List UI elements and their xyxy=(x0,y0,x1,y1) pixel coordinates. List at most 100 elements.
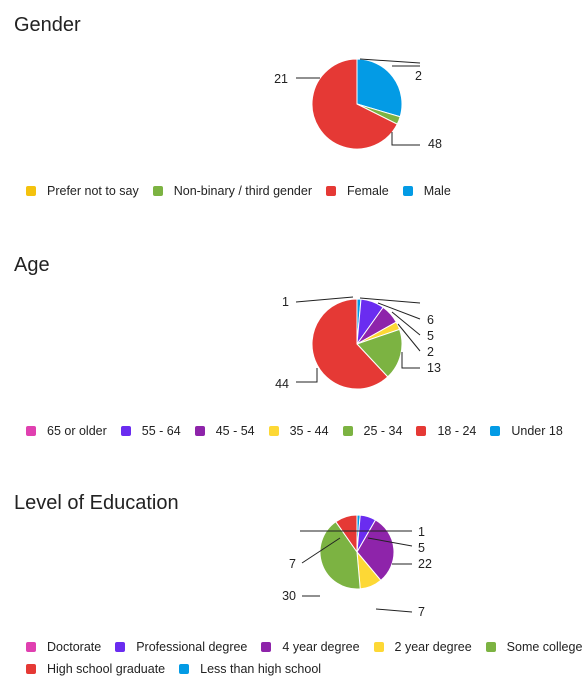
legend-swatch xyxy=(120,426,131,436)
legend-label: Non-binary / third gender xyxy=(173,184,312,198)
pie-slice-female xyxy=(311,58,398,150)
legend-swatch xyxy=(268,426,279,436)
leader-line-professional-degree xyxy=(367,537,413,547)
legend-label: 35 - 44 xyxy=(289,424,329,438)
leader-line-extra xyxy=(359,297,421,304)
legend-item-high-school-graduate[interactable]: High school graduate xyxy=(26,662,165,676)
legend-item-female[interactable]: Female xyxy=(326,184,389,198)
data-label-some-college: 30 xyxy=(282,589,296,603)
legend-item-doctorate[interactable]: Doctorate xyxy=(26,640,101,654)
chart-title-age: Age xyxy=(14,254,50,276)
legend-item-2-year-degree[interactable]: 2 year degree xyxy=(373,640,472,654)
legend-label: Professional degree xyxy=(136,640,248,654)
data-label-18-24: 44 xyxy=(275,377,289,391)
legend-item-45-54[interactable]: 45 - 54 xyxy=(194,424,255,438)
leader-line-18-24 xyxy=(296,368,318,383)
gender-legend: Prefer not to say Non-binary / third gend… xyxy=(26,180,465,202)
legend-item-25-34[interactable]: 25 - 34 xyxy=(342,424,403,438)
legend-label: 25 - 34 xyxy=(363,424,403,438)
leader-line-55-64 xyxy=(377,302,421,320)
legend-label: Doctorate xyxy=(47,640,102,654)
legend-swatch xyxy=(416,426,427,436)
leader-line-45-54 xyxy=(391,311,421,336)
age-legend: 65 or older 55 - 64 45 - 54 35 - 44 25 - 34 1… xyxy=(26,420,577,442)
legend-item-4-year-degree[interactable]: 4 year degree xyxy=(261,640,360,654)
leader-line-under-18 xyxy=(295,296,354,303)
age-chart-panel: Age 1 6 5 2 13 44 65 or older 55 - 64 45 - 54 35… xyxy=(0,240,586,460)
legend-item-55-64[interactable]: 55 - 64 xyxy=(120,424,181,438)
legend-swatch xyxy=(261,642,272,652)
legend-item-some-college[interactable]: Some college xyxy=(485,640,582,654)
leader-line-non-binary-third-gender xyxy=(359,58,421,64)
leader-line-high-school-graduate xyxy=(301,537,341,564)
legend-row: High school graduate Less than high schoo… xyxy=(26,658,586,680)
legend-row: 65 or older 55 - 64 45 - 54 35 - 44 25 - 34 1… xyxy=(26,420,577,442)
data-label-professional-degree: 5 xyxy=(418,541,425,555)
legend-label: Male xyxy=(423,184,451,198)
legend-swatch xyxy=(152,186,163,196)
data-label-under-18: 1 xyxy=(282,295,289,309)
legend-row: Prefer not to say Non-binary / third gend… xyxy=(26,180,465,202)
legend-label: 4 year degree xyxy=(282,640,360,654)
legend-label: 65 or older xyxy=(47,424,107,438)
pie-slice-25-34 xyxy=(356,328,403,378)
chart-title-gender: Gender xyxy=(14,14,81,36)
legend-item-18-24[interactable]: 18 - 24 xyxy=(416,424,476,438)
data-label-45-54: 5 xyxy=(427,329,434,343)
leader-line-female xyxy=(391,132,420,146)
legend-swatch xyxy=(26,664,36,674)
legend-swatch xyxy=(26,642,36,652)
legend-swatch xyxy=(26,186,36,196)
pie-slice-high-school-graduate xyxy=(335,514,358,554)
pie-slice-18-24 xyxy=(311,298,389,390)
legend-item-35-44[interactable]: 35 - 44 xyxy=(268,424,329,438)
data-label-female: 48 xyxy=(428,137,442,151)
legend-swatch xyxy=(194,426,205,436)
data-label-25-34: 13 xyxy=(427,361,441,375)
age-pie: 1 6 5 2 13 44 xyxy=(275,295,441,391)
legend-label: Less than high school xyxy=(200,662,322,676)
legend-swatch xyxy=(373,642,384,652)
pie-slice-some-college xyxy=(319,520,361,590)
leader-line-35-44 xyxy=(397,323,421,352)
legend-item-professional-degree[interactable]: Professional degree xyxy=(115,640,247,654)
legend-swatch xyxy=(26,426,36,436)
legend-label: 45 - 54 xyxy=(215,424,255,438)
data-label-non-binary-third-gender: 2 xyxy=(415,69,422,83)
legend-label: 18 - 24 xyxy=(437,424,477,438)
legend-swatch xyxy=(179,664,190,674)
data-label-35-44: 2 xyxy=(427,345,434,359)
data-label-high-school-graduate: 7 xyxy=(289,557,296,571)
data-label-2-year-degree: 7 xyxy=(418,605,425,619)
pie-slice-4-year-degree xyxy=(356,519,395,582)
data-label-4-year-degree: 22 xyxy=(418,557,432,571)
legend-row: Doctorate Professional degree 4 year degre… xyxy=(26,636,586,658)
gender-pie: 2 48 21 xyxy=(274,58,442,151)
legend-label: 55 - 64 xyxy=(141,424,181,438)
legend-item-non-binary-third-gender[interactable]: Non-binary / third gender xyxy=(152,184,312,198)
legend-label: High school graduate xyxy=(47,662,166,676)
legend-swatch xyxy=(342,426,353,436)
legend-item-prefer-not-to-say[interactable]: Prefer not to say xyxy=(26,184,139,198)
education-chart-panel: Level of Education 1 5 22 7 30 7 Doctorate Pro… xyxy=(0,478,586,700)
gender-chart-panel: Gender 2 48 21 Prefer not to say Non-binary… xyxy=(0,0,586,230)
legend-swatch xyxy=(402,186,413,196)
legend-label: 2 year degree xyxy=(394,640,472,654)
legend-label: Under 18 xyxy=(511,424,563,438)
legend-swatch xyxy=(490,426,501,436)
legend-item-65-or-older[interactable]: 65 or older xyxy=(26,424,107,438)
education-legend: Doctorate Professional degree 4 year degre… xyxy=(26,636,586,680)
education-pie: 1 5 22 7 30 7 xyxy=(282,514,432,619)
data-label-55-64: 6 xyxy=(427,313,434,327)
data-label-male: 21 xyxy=(274,72,288,86)
legend-swatch xyxy=(485,642,496,652)
leader-line-25-34 xyxy=(401,352,420,369)
data-label-less-than-high-school: 1 xyxy=(418,525,425,539)
legend-item-under-18[interactable]: Under 18 xyxy=(490,424,563,438)
legend-swatch xyxy=(326,186,336,196)
legend-label: Female xyxy=(347,184,389,198)
leader-line-2-year-degree xyxy=(375,608,413,613)
legend-item-male[interactable]: Male xyxy=(402,184,451,198)
legend-item-less-than-high-school[interactable]: Less than high school xyxy=(179,662,321,676)
legend-swatch xyxy=(115,642,126,652)
